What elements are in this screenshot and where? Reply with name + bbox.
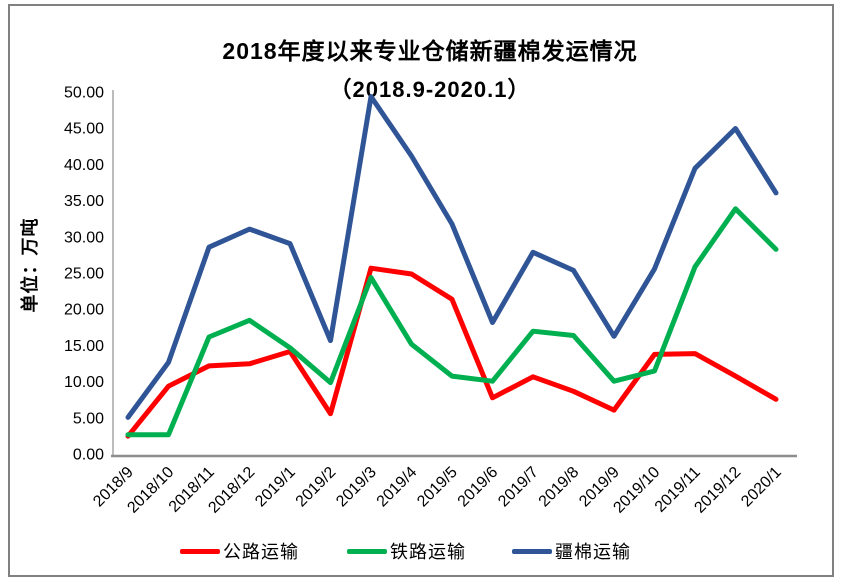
legend-label-cotton: 疆棉运输 bbox=[555, 542, 631, 562]
legend: 公路运输 铁路运输 疆棉运输 bbox=[0, 541, 849, 562]
legend-label-rail: 铁路运输 bbox=[390, 542, 466, 562]
legend-item-rail: 铁路运输 bbox=[347, 541, 466, 562]
legend-label-road: 公路运输 bbox=[223, 542, 299, 562]
chart-subtitle: （2018.9-2020.1） bbox=[329, 77, 531, 102]
cotton-line-swatch-icon bbox=[512, 548, 552, 554]
legend-item-cotton: 疆棉运输 bbox=[512, 541, 631, 562]
y-axis-title: 单位：万吨 bbox=[20, 217, 40, 313]
rail-line-swatch-icon bbox=[347, 548, 387, 554]
chart-title: 2018年度以来专业仓储新疆棉发运情况 bbox=[222, 38, 638, 64]
road-line-swatch-icon bbox=[180, 548, 220, 554]
legend-item-road: 公路运输 bbox=[180, 541, 299, 562]
